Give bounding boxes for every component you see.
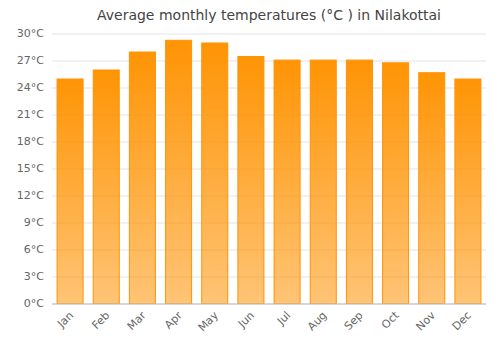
y-tick-label: 24°C [17,81,44,94]
y-tick-label: 18°C [17,135,44,148]
y-tick-label: 15°C [17,162,44,175]
y-tick-label: 27°C [17,54,44,67]
chart-container: 0°C 3°C 6°C 9°C 12°C 15°C 18°C 21°C 24°C 27°C 30°C… [0,0,500,350]
bar [274,60,300,304]
bar [57,79,83,304]
x-tick-label: Jun [235,309,257,331]
grid [52,34,486,304]
x-tick-label: Jul [274,309,293,328]
y-tick-label: 6°C [24,243,44,256]
bar [419,73,445,304]
y-tick-label: 12°C [17,189,44,202]
bar [166,40,192,304]
x-tick-label: Feb [89,309,112,332]
grid-line [52,61,486,62]
x-tick-label: Aug [305,309,329,333]
bar [455,79,481,304]
bar [202,43,228,304]
bar [129,52,155,304]
bars [57,40,481,304]
y-tick-label: 9°C [24,216,44,229]
y-tick-label: 3°C [24,270,44,283]
grid-line [52,34,486,35]
grid-line [52,304,486,305]
x-tick-label: Dec [450,309,474,333]
bar [346,60,372,304]
x-tick-label: Jan [54,309,76,331]
x-tick-label: May [196,309,222,335]
y-tick-label: 30°C [17,27,44,40]
x-tick-labels: Jan Feb Mar Apr May Jun Jul Aug Sep Oct Nov Dec [54,308,474,334]
chart-svg: 0°C 3°C 6°C 9°C 12°C 15°C 18°C 21°C 24°C 27°C 30°C… [0,0,500,350]
y-tick-label: 0°C [24,297,44,310]
x-axis-line [52,304,486,305]
chart-title: Average monthly temperatures (°C ) in Ni… [97,7,441,23]
x-tick-label: Sep [342,309,366,333]
y-tick-label: 21°C [17,108,44,121]
y-tick-labels: 0°C 3°C 6°C 9°C 12°C 15°C 18°C 21°C 24°C 27°C 30°C [17,27,44,310]
bar [310,60,336,304]
bar [238,57,264,305]
bar [93,70,119,304]
x-tick-label: Apr [162,309,185,332]
x-tick-label: Oct [379,308,402,331]
x-tick-label: Nov [413,309,438,334]
x-tick-label: Mar [125,309,149,333]
bar [383,63,409,304]
